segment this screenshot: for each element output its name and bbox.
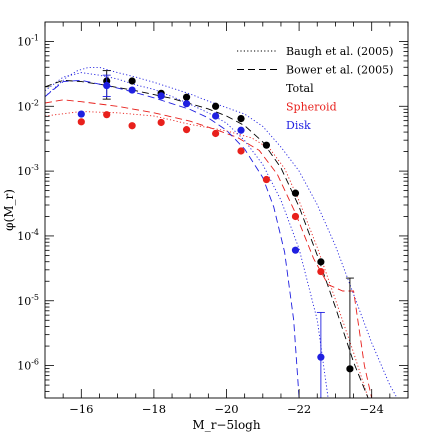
data-point-total xyxy=(291,189,300,197)
data-point-disk xyxy=(128,86,136,94)
data-point-disk xyxy=(291,246,300,254)
x-tick-label: −22 xyxy=(287,402,311,416)
data-point-total xyxy=(346,365,354,373)
legend-label-bower: Bower et al. (2005) xyxy=(286,64,393,77)
data-point-disk xyxy=(212,112,220,120)
data-point-disk xyxy=(182,100,191,108)
data-point-total xyxy=(237,114,245,123)
data-point-total xyxy=(182,93,191,101)
plot-frame xyxy=(44,21,409,399)
data-point-spheroid xyxy=(77,118,85,126)
y-tick-label: 10-5 xyxy=(17,293,39,308)
y-axis-label: φ(M_r) xyxy=(2,189,16,231)
model-curve-bower-spheroid xyxy=(45,99,373,398)
data-point-total xyxy=(128,77,136,85)
y-tick-label: 10-4 xyxy=(17,228,39,243)
data-point-spheroid xyxy=(212,129,220,138)
legend-label-spheroid: Spheroid xyxy=(286,101,337,114)
x-tick-label: −24 xyxy=(360,402,384,416)
model-curve-bower-total xyxy=(45,79,369,398)
data-point-disk xyxy=(103,81,111,90)
data-point-spheroid xyxy=(317,267,325,276)
data-point-spheroid xyxy=(237,147,245,155)
data-point-total xyxy=(212,102,220,110)
y-tick-label: 10-2 xyxy=(17,98,39,113)
data-point-disk xyxy=(317,353,325,361)
data-point-spheroid xyxy=(262,175,271,184)
model-curve-baugh-total xyxy=(45,66,398,398)
data-point-disk xyxy=(157,92,165,100)
y-tick-label: 10-3 xyxy=(17,163,39,178)
y-tick-label: 10-1 xyxy=(17,33,39,48)
model-curve-bower-disk xyxy=(45,79,300,398)
x-tick-label: −16 xyxy=(69,402,93,416)
data-point-disk xyxy=(77,110,85,118)
data-point-total xyxy=(317,258,325,266)
x-tick-label: −20 xyxy=(214,402,238,416)
legend-label-total: Total xyxy=(286,82,314,95)
data-point-total xyxy=(262,141,271,149)
x-axis-label: M_r−5logh xyxy=(192,418,260,432)
data-point-spheroid xyxy=(291,212,300,221)
data-point-spheroid xyxy=(182,126,191,134)
model-curve-baugh-spheroid xyxy=(45,111,369,398)
legend-label-baugh: Baugh et al. (2005) xyxy=(286,45,393,58)
data-point-spheroid xyxy=(128,122,136,130)
data-point-spheroid xyxy=(103,111,111,119)
data-point-disk xyxy=(237,126,245,134)
y-tick-label: 10-6 xyxy=(17,358,39,373)
legend-label-disk: Disk xyxy=(286,119,311,132)
x-tick-label: −18 xyxy=(142,402,166,416)
data-point-spheroid xyxy=(157,118,165,127)
